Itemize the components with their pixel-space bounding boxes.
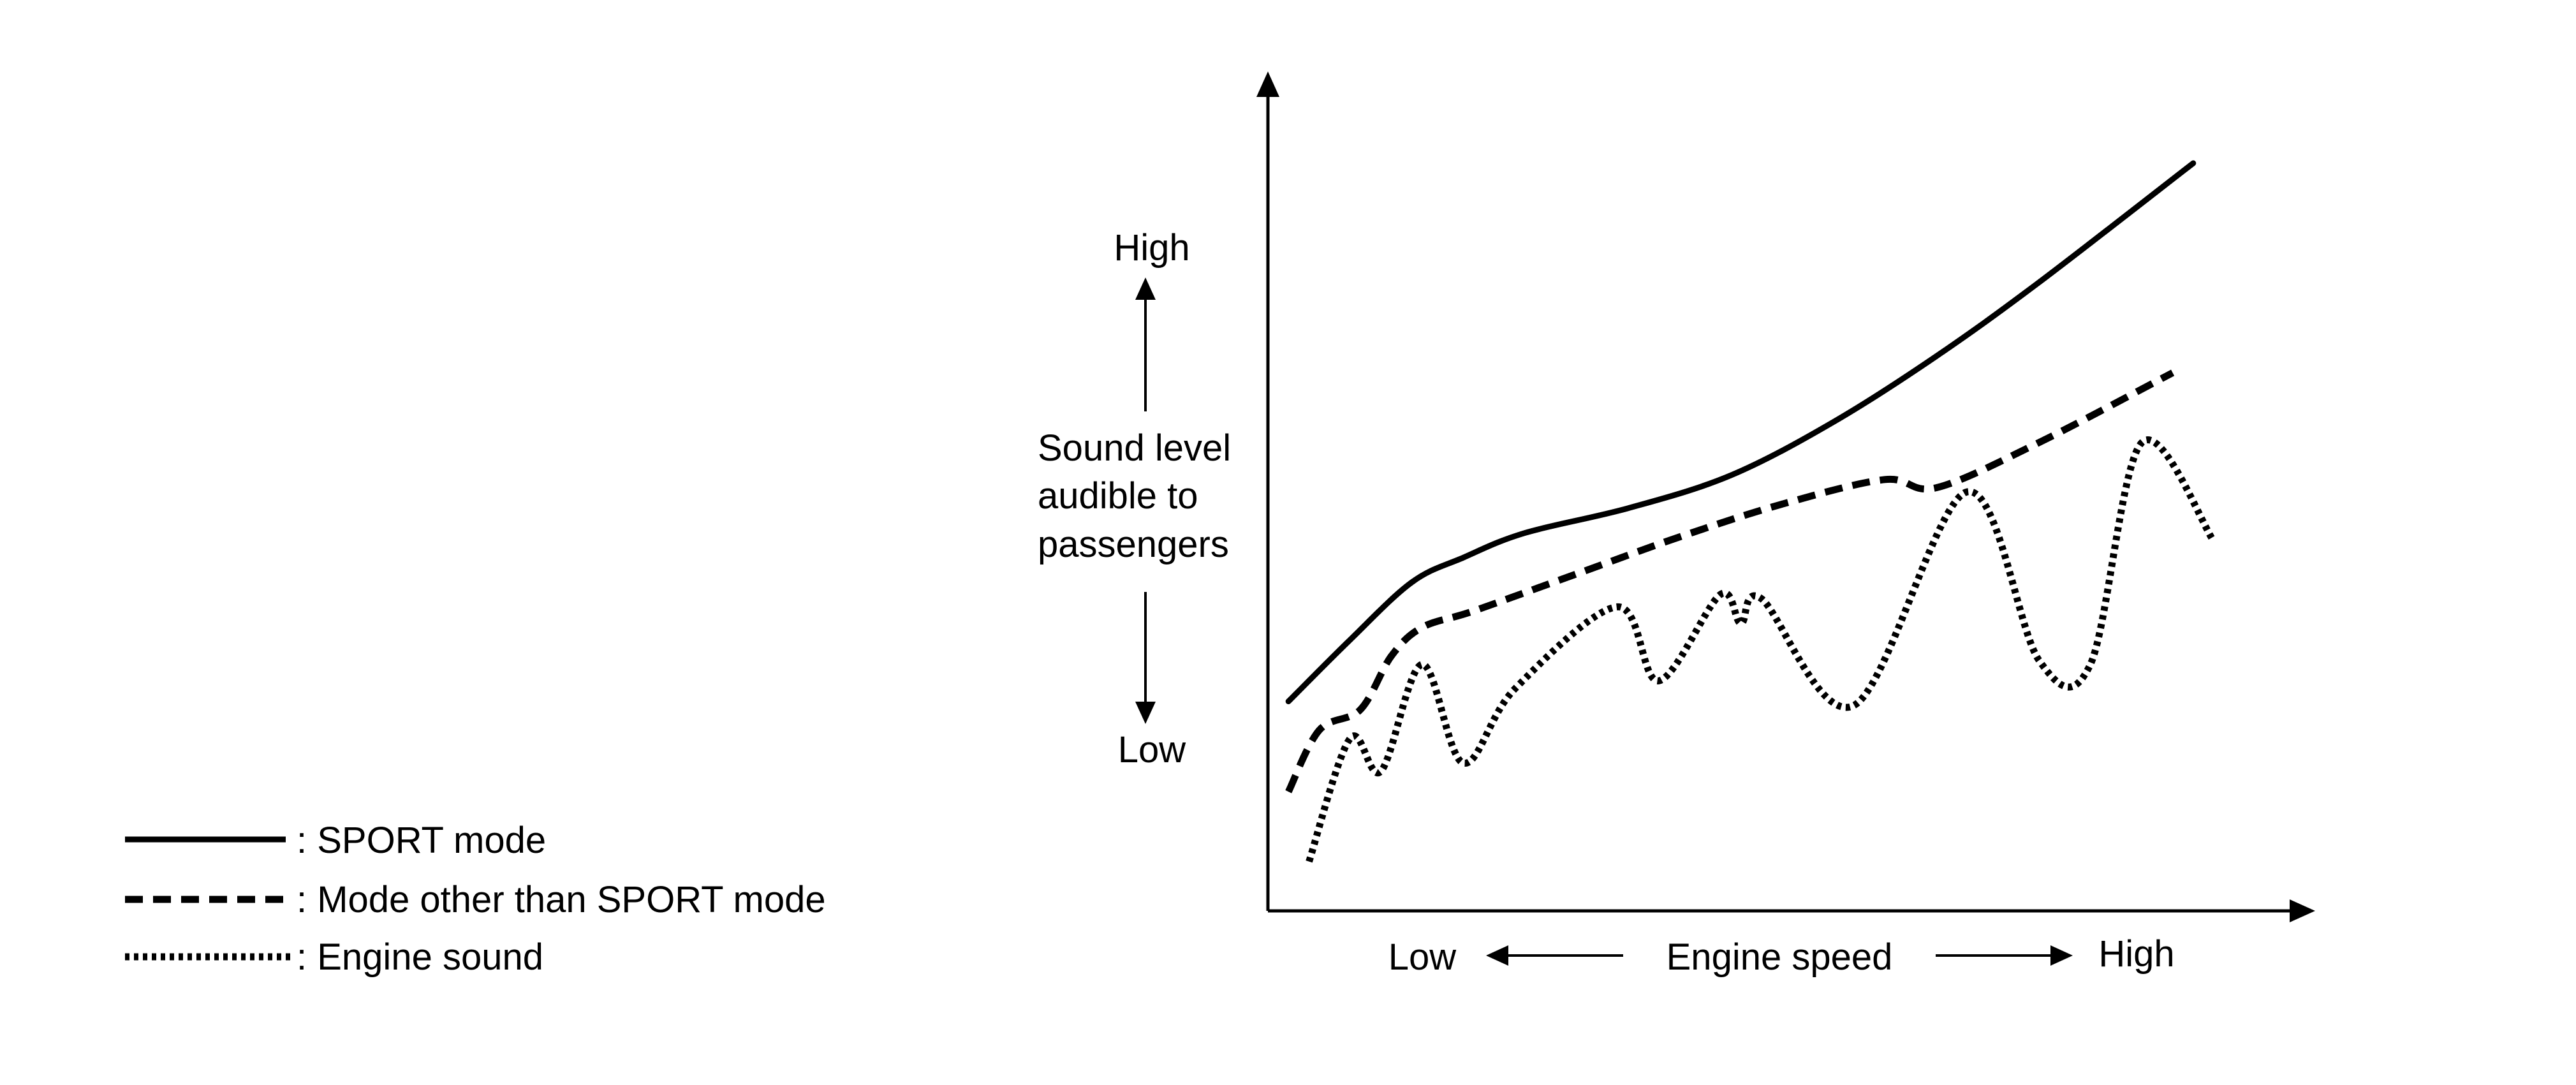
legend: : SPORT mode : Mode other than SPORT mod…: [125, 820, 826, 978]
y-down-arrowhead: [1135, 702, 1156, 724]
x-axis-title: Engine speed: [1667, 936, 1893, 978]
legend-label-other-mode: : Mode other than SPORT mode: [297, 879, 826, 920]
series-layer: [1285, 160, 2217, 863]
x-axis-low-label: Low: [1388, 936, 1457, 978]
x-axis-high-label: High: [2098, 933, 2174, 975]
y-axis-high-label: High: [1114, 227, 1189, 269]
series-line-sport-mode: [1285, 160, 2197, 705]
y-axis-title-line-3: passengers: [1038, 524, 1229, 565]
legend-label-sport-mode: : SPORT mode: [297, 820, 546, 861]
x-left-arrowhead: [1486, 945, 1508, 966]
y-axis-title-line-1: Sound level: [1038, 427, 1231, 469]
x-right-arrowhead: [2050, 945, 2073, 966]
y-axis-title-line-2: audible to: [1038, 475, 1198, 517]
y-up-arrowhead: [1135, 277, 1156, 300]
x-axis-arrowhead: [2290, 899, 2315, 922]
legend-label-engine-sound: : Engine sound: [297, 936, 543, 978]
y-axis-low-label: Low: [1118, 729, 1187, 771]
y-axis-arrowhead: [1256, 71, 1279, 97]
series-line-other-mode: [1285, 369, 2175, 793]
series-line-engine-sound: [1306, 436, 2217, 863]
